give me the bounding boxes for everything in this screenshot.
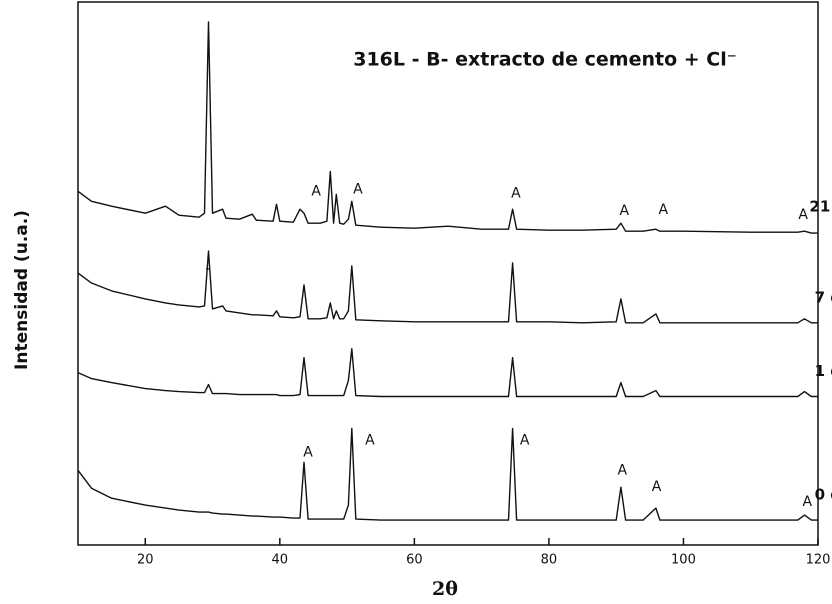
peak-annotation: A xyxy=(619,203,629,219)
peak-annotation: A xyxy=(353,181,363,197)
xrd-trace xyxy=(77,348,818,398)
x-axis-label: 2θ xyxy=(432,578,458,600)
peak-annotation: A xyxy=(798,207,808,223)
peak-annotation: A xyxy=(311,183,321,199)
x-tick-label: 60 xyxy=(406,553,423,568)
series-label: 21 d xyxy=(809,198,832,216)
peak-annotation: A xyxy=(520,432,530,448)
peak-annotation: A xyxy=(652,479,662,495)
plot-frame xyxy=(77,1,819,546)
y-axis-label: Intensidad (u.a.) xyxy=(12,210,32,370)
chart-title: 316L - B- extracto de cemento + Cl⁻ xyxy=(353,49,737,71)
peak-annotation: A xyxy=(511,185,521,201)
x-tick-label: 120 xyxy=(806,553,831,568)
peak-annotation: A xyxy=(802,494,812,510)
series-label: 1 d xyxy=(815,362,832,380)
peak-annotation: A xyxy=(658,202,668,218)
series-label: 0 d xyxy=(815,486,832,504)
series-label: 7 d xyxy=(815,288,832,306)
x-tick-label: 20 xyxy=(137,553,154,568)
x-tick-label: 40 xyxy=(272,553,289,568)
peak-annotation: A xyxy=(303,444,313,460)
peak-annotation: - xyxy=(205,261,210,277)
peak-annotation: A xyxy=(365,432,375,448)
x-tick-label: 80 xyxy=(541,553,558,568)
xrd-trace xyxy=(77,21,818,234)
xrd-trace xyxy=(77,427,818,521)
peak-annotation: A xyxy=(617,462,627,478)
xrd-trace xyxy=(77,250,818,324)
x-tick-label: 100 xyxy=(671,553,696,568)
